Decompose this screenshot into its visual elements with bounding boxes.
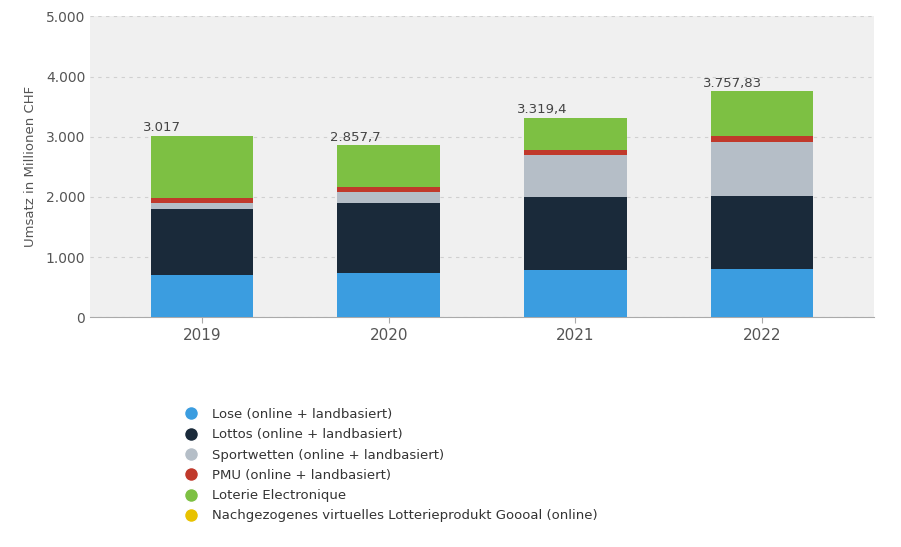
Text: 3.757,83: 3.757,83 — [703, 77, 762, 90]
Bar — [711, 91, 814, 136]
Bar — [150, 198, 253, 203]
Y-axis label: Umsatz in Millionen CHF: Umsatz in Millionen CHF — [24, 86, 38, 247]
Bar — [711, 142, 814, 196]
Bar — [711, 136, 814, 142]
Bar — [150, 209, 253, 275]
Bar — [524, 197, 627, 270]
Bar — [150, 275, 253, 317]
Text: 2.857,7: 2.857,7 — [330, 131, 380, 144]
Bar — [524, 118, 627, 150]
Bar — [150, 136, 253, 198]
Bar — [524, 150, 627, 155]
Bar — [711, 269, 814, 317]
Bar — [337, 146, 440, 187]
Bar — [337, 203, 440, 273]
Text: 3.017: 3.017 — [143, 121, 181, 134]
Legend: Lose (online + landbasiert), Lottos (online + landbasiert), Sportwetten (online : Lose (online + landbasiert), Lottos (onl… — [178, 408, 598, 522]
Bar — [524, 270, 627, 317]
Text: 3.319,4: 3.319,4 — [516, 103, 567, 116]
Bar — [711, 196, 814, 269]
Bar — [337, 273, 440, 317]
Bar — [524, 155, 627, 197]
Bar — [337, 191, 440, 203]
Bar — [150, 203, 253, 209]
Bar — [337, 187, 440, 191]
